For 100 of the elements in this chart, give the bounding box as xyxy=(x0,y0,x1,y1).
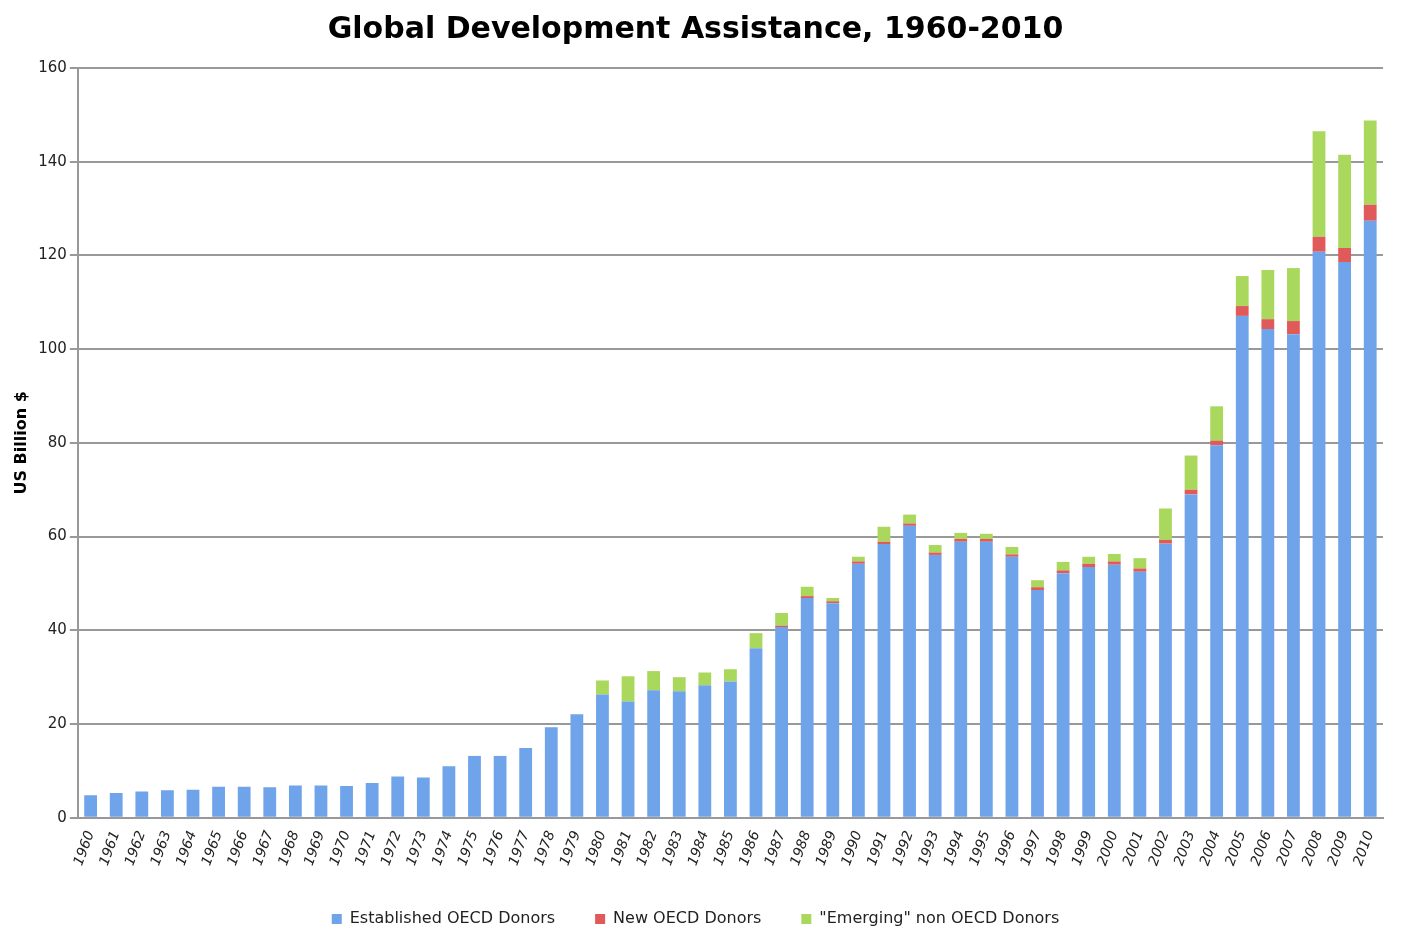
bar xyxy=(570,714,584,817)
bar xyxy=(1312,236,1326,252)
bar xyxy=(186,789,200,817)
bar xyxy=(1210,445,1224,817)
x-tick-label: 1993 xyxy=(914,828,942,868)
bar xyxy=(800,598,814,817)
bar xyxy=(1159,539,1172,544)
x-tick-label: 1965 xyxy=(197,828,225,868)
bar xyxy=(1056,573,1070,817)
bar xyxy=(519,747,533,817)
bar xyxy=(1133,568,1147,572)
x-tick-label: 1981 xyxy=(607,828,635,868)
x-tick-label: 1997 xyxy=(1016,828,1044,868)
x-tick-label: 1991 xyxy=(862,828,891,868)
bar xyxy=(954,541,968,817)
bar xyxy=(1082,567,1096,817)
x-tick-label: 1968 xyxy=(274,828,302,868)
bar xyxy=(1031,587,1044,591)
bar xyxy=(672,677,686,692)
bar xyxy=(877,526,891,542)
x-tick-label: 1999 xyxy=(1067,828,1095,868)
x-tick-label: 1962 xyxy=(120,828,149,868)
bar xyxy=(1363,120,1377,205)
y-tick-label: 80 xyxy=(47,432,67,451)
x-tick-label: 1994 xyxy=(939,828,967,868)
x-tick-label: 1961 xyxy=(95,828,123,868)
legend-label: Established OECD Donors xyxy=(349,908,556,928)
bar xyxy=(1082,563,1096,568)
x-tick-label: 2000 xyxy=(1093,828,1121,868)
y-tick-label: 40 xyxy=(47,620,67,639)
bar xyxy=(1261,319,1275,330)
bar xyxy=(416,777,430,817)
bar xyxy=(749,648,763,817)
bar xyxy=(979,541,993,817)
y-tick-label: 100 xyxy=(38,339,67,358)
bar xyxy=(621,701,635,817)
bar xyxy=(442,766,456,817)
bar xyxy=(621,676,635,702)
x-tick-label: 2007 xyxy=(1272,828,1300,868)
bar xyxy=(826,603,840,817)
bar xyxy=(135,791,149,817)
y-tick-label: 160 xyxy=(38,57,67,76)
bar xyxy=(1287,334,1300,817)
bar xyxy=(1338,247,1352,262)
bar xyxy=(288,785,302,817)
bar xyxy=(314,785,328,817)
bar xyxy=(1363,220,1377,817)
x-tick-label: 1967 xyxy=(248,828,277,868)
x-tick-label: 2004 xyxy=(1195,828,1223,868)
x-tick-label: 2009 xyxy=(1323,828,1351,868)
bar xyxy=(1159,543,1172,817)
bar xyxy=(1184,494,1198,817)
bar xyxy=(1261,269,1275,320)
bar xyxy=(1338,262,1352,817)
x-tick-label: 1980 xyxy=(581,828,609,868)
bar xyxy=(954,538,968,542)
bar xyxy=(903,514,916,524)
bar xyxy=(877,544,891,817)
x-tick-label: 1963 xyxy=(146,828,174,868)
bar xyxy=(698,672,712,686)
x-tick-label: 2001 xyxy=(1118,828,1147,868)
x-tick-label: 1990 xyxy=(837,828,865,868)
bar xyxy=(775,627,788,817)
bar xyxy=(1363,204,1377,221)
bar xyxy=(596,680,609,695)
x-tick-label: 1977 xyxy=(504,828,532,868)
x-tick-label: 1973 xyxy=(402,828,430,868)
bar xyxy=(1235,276,1249,307)
bar xyxy=(1056,561,1070,571)
bar xyxy=(928,545,942,553)
bar xyxy=(340,785,353,817)
bar xyxy=(954,532,968,539)
x-tick-label: 1975 xyxy=(453,828,481,868)
x-tick-label: 1976 xyxy=(479,828,507,868)
x-tick-label: 1984 xyxy=(683,828,712,868)
x-tick-label: 1972 xyxy=(376,828,404,868)
y-tick-label: 20 xyxy=(47,713,67,732)
y-tick-label: 0 xyxy=(57,807,67,826)
bar xyxy=(724,681,737,817)
bar xyxy=(979,538,993,542)
bar xyxy=(979,533,993,539)
bar xyxy=(724,669,737,682)
legend-label: "Emerging" non OECD Donors xyxy=(819,908,1060,928)
x-tick-label: 1989 xyxy=(811,828,840,868)
bar xyxy=(237,786,251,817)
bar xyxy=(1235,306,1249,316)
x-tick-label: 1992 xyxy=(888,828,916,868)
bar xyxy=(800,586,814,597)
bar xyxy=(1031,580,1044,588)
bar xyxy=(161,790,174,817)
x-tick-label: 1987 xyxy=(760,828,788,868)
bar xyxy=(1031,590,1044,817)
y-axis-title: US Billion $ xyxy=(10,391,30,495)
y-tick-label: 60 xyxy=(47,526,67,545)
bar xyxy=(1005,554,1019,557)
x-tick-label: 1960 xyxy=(69,828,97,868)
bar xyxy=(672,691,686,817)
bar xyxy=(1287,321,1300,335)
bar xyxy=(1107,553,1121,562)
bar xyxy=(212,786,225,817)
